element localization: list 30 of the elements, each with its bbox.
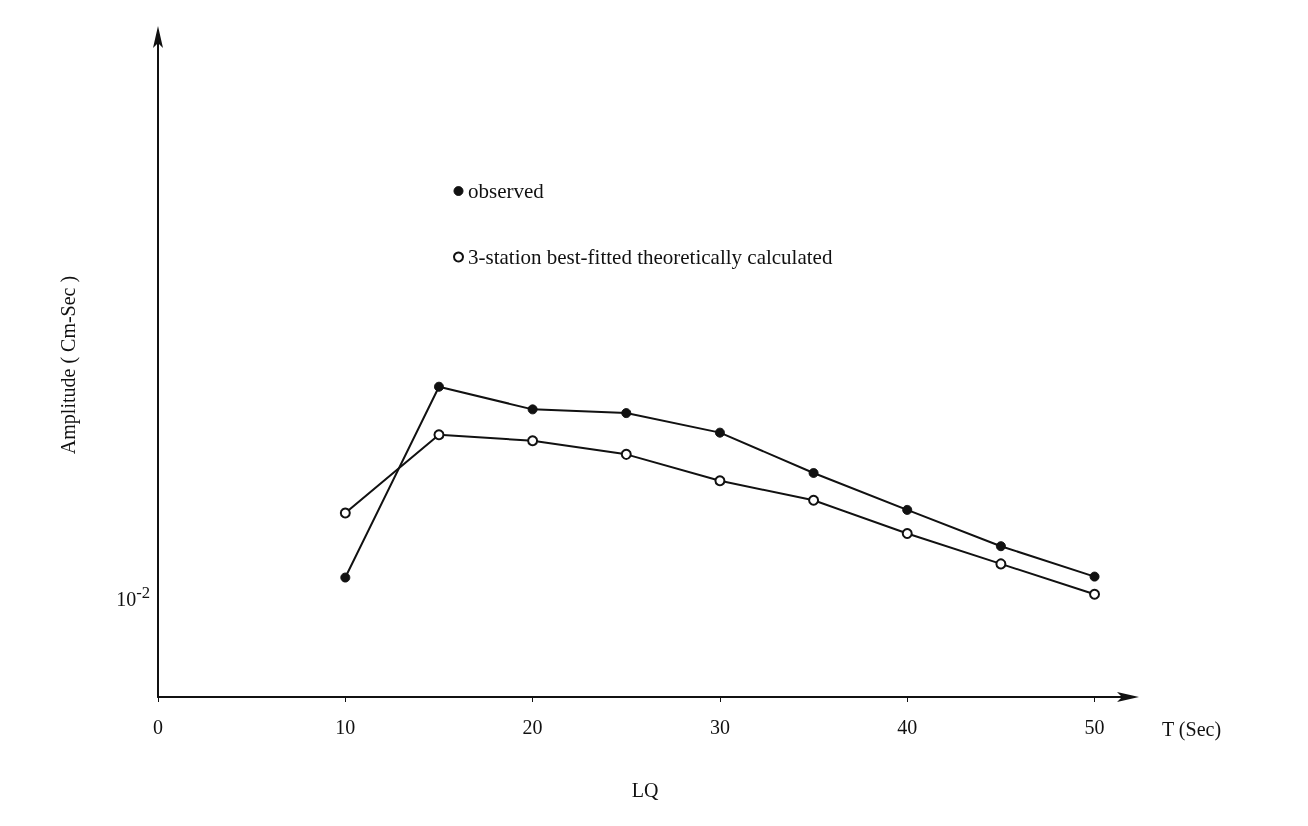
point	[339, 507, 351, 519]
point	[714, 475, 726, 487]
point	[714, 427, 725, 438]
x-tick-label: 20	[522, 716, 543, 738]
x-tick-label: 30	[709, 716, 730, 738]
legend-label: observed	[468, 179, 545, 203]
point	[433, 381, 444, 392]
x-tick-label: 10	[335, 716, 356, 738]
point	[808, 494, 820, 506]
point	[527, 435, 539, 447]
x-axis-title: T (Sec)	[1162, 718, 1222, 741]
point	[620, 448, 632, 460]
x-tick-label: 40	[897, 716, 918, 738]
point	[340, 572, 351, 583]
point	[1089, 588, 1101, 600]
point	[621, 408, 632, 419]
point	[995, 558, 1007, 570]
point	[1089, 571, 1100, 582]
x-tick-label: 50	[1084, 716, 1105, 738]
text: 10$^{-2}$	[116, 581, 150, 611]
point	[995, 541, 1006, 552]
x-tick-label: 0	[153, 716, 163, 738]
legend-label: 3-station best-fitted theoretically calculated	[468, 245, 833, 269]
point	[808, 467, 819, 478]
text: LQ	[631, 778, 659, 802]
point	[527, 404, 538, 415]
point	[901, 527, 913, 539]
point	[433, 429, 445, 441]
point	[902, 504, 913, 515]
y-axis-title: Amplitude ( Cm-Sec )	[57, 275, 80, 455]
